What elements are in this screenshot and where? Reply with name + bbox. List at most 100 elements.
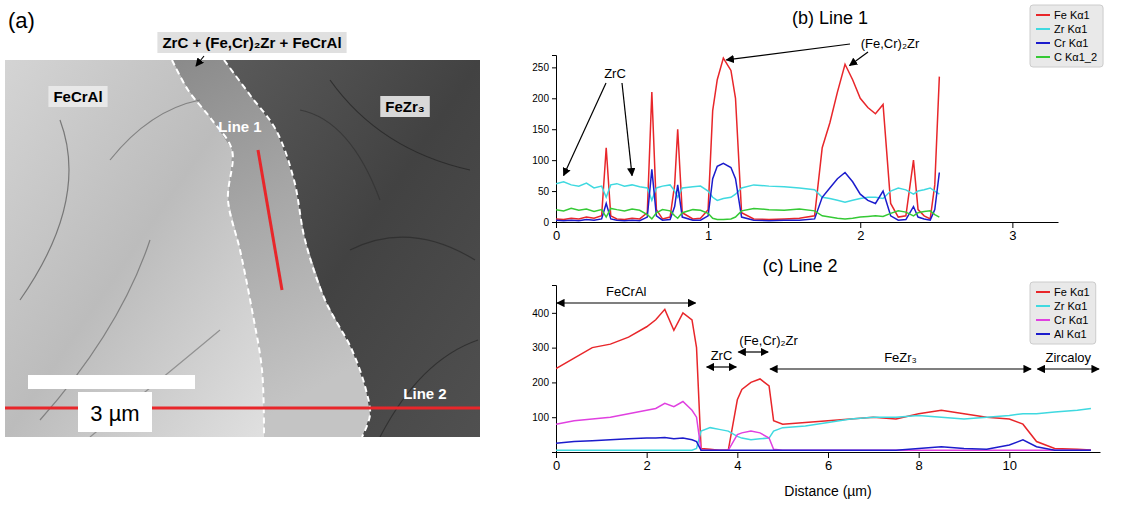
y-tick-mark <box>552 222 556 223</box>
y-tick-mark <box>552 348 556 349</box>
y-tick-mark <box>552 191 556 192</box>
annotation-range <box>738 351 768 352</box>
annotation: (Fe,Cr)₂Zr <box>861 36 920 51</box>
scale-label: 3 µm <box>90 401 139 426</box>
x-tick-mark <box>1012 222 1013 228</box>
chart-panel: 0246810100200300400(c) Line 2Distance (µ… <box>532 256 1100 499</box>
plot-area <box>556 309 1091 450</box>
x-tick-mark <box>919 452 920 458</box>
series-line <box>556 437 1091 450</box>
callout: ZrC + (Fe,Cr)₂Zr + FeCrAl <box>157 32 346 53</box>
annotation-arrow <box>622 83 632 176</box>
y-tick: 400 <box>532 308 556 319</box>
line-2-trace <box>5 407 480 410</box>
x-tick-mark <box>737 452 738 458</box>
legend-swatch <box>1036 305 1050 307</box>
region-label-text: FeZr₃ <box>385 98 425 115</box>
legend-swatch <box>1036 291 1050 293</box>
texture <box>380 340 478 437</box>
x-tick-label: 8 <box>916 458 923 473</box>
texture <box>110 100 200 160</box>
y-tick: 150 <box>532 124 556 135</box>
x-tick-label: 0 <box>553 228 560 243</box>
y-tick-mark <box>552 67 556 68</box>
series-line <box>556 208 939 219</box>
annotation-arrow <box>850 52 868 66</box>
legend-label: Al Kα1 <box>1054 328 1087 340</box>
scale-label-box <box>78 392 152 432</box>
legend-swatch <box>1036 42 1050 44</box>
y-tick-label: 200 <box>532 377 549 388</box>
y-tick-label: 150 <box>532 124 549 135</box>
chart-panel: 0123050100150200250(b) Line 1ZrC(Fe,Cr)₂… <box>532 5 1103 243</box>
y-tick: 300 <box>532 342 556 353</box>
y-tick-label: 100 <box>532 155 549 166</box>
series-line <box>556 409 1091 451</box>
legend: Fe Kα1Zr Kα1Cr Kα1C Kα1_2 <box>1030 5 1103 67</box>
texture <box>350 237 475 260</box>
x-tick: 0 <box>553 222 560 243</box>
line-label-text: Line 2 <box>403 385 446 402</box>
y-tick-mark <box>552 382 556 383</box>
y-axis: 100200300400 <box>532 286 556 453</box>
legend-label: Cr Kα1 <box>1054 37 1088 49</box>
region-label-box <box>48 86 107 107</box>
x-tick-label: 10 <box>1003 458 1017 473</box>
annotation: Zircaloy <box>1046 350 1092 365</box>
y-axis-line <box>552 286 557 453</box>
texture <box>20 120 69 300</box>
annotation: ZrC <box>711 348 733 363</box>
legend-label: Zr Kα1 <box>1054 23 1087 35</box>
panel-letter: (a) <box>8 8 35 33</box>
y-tick-label: 50 <box>538 186 550 197</box>
legend-swatch <box>1036 333 1050 335</box>
figure: 3 µm FeCrAl FeZr₃ Line 1 Line 2 ZrC + (Fe,Cr)… <box>0 0 1122 514</box>
x-tick-label: 1 <box>705 228 712 243</box>
x-tick: 2 <box>644 452 651 473</box>
line-label: Line 1 <box>218 118 261 135</box>
x-tick-mark <box>708 222 709 228</box>
y-tick-mark <box>552 129 556 130</box>
series-line <box>556 309 1091 450</box>
x-tick-label: 2 <box>857 228 864 243</box>
legend-label: Cr Kα1 <box>1054 314 1088 326</box>
line-1-trace <box>258 150 282 290</box>
legend-label: C Kα1_2 <box>1054 51 1097 63</box>
x-tick: 6 <box>825 452 832 473</box>
legend-swatch <box>1036 28 1050 30</box>
x-tick-mark <box>860 222 861 228</box>
x-tick-label: 6 <box>825 458 832 473</box>
legend-swatch <box>1036 319 1050 321</box>
scale-bar <box>28 375 195 389</box>
x-tick-mark <box>828 452 829 458</box>
x-tick: 8 <box>916 452 923 473</box>
legend-swatch <box>1036 14 1050 16</box>
y-tick-mark <box>552 417 556 418</box>
y-tick: 200 <box>532 377 556 388</box>
region-label-text: FeCrAl <box>53 88 102 105</box>
y-tick-label: 300 <box>532 342 549 353</box>
annotation-range <box>770 368 1031 369</box>
x-tick: 3 <box>1009 222 1016 243</box>
annotation: (Fe,Cr)₂Zr <box>739 333 798 348</box>
annotation-range <box>1038 368 1099 369</box>
x-tick-mark <box>647 452 648 458</box>
x-tick-label: 2 <box>644 458 651 473</box>
x-tick: 1 <box>705 222 712 243</box>
y-axis: 050100150200250 <box>532 56 556 228</box>
callout-pointer <box>196 56 204 66</box>
x-axis: 0 1 2 3 <box>553 222 1059 243</box>
y-tick-label: 0 <box>543 217 549 228</box>
x-tick-label: 0 <box>553 458 560 473</box>
x-tick-label: 4 <box>734 458 741 473</box>
x-tick-mark <box>1009 452 1010 458</box>
boundary <box>224 60 370 437</box>
annotation: ZrC <box>604 66 626 81</box>
annotation: FeCrAl <box>606 284 647 299</box>
series-line <box>556 163 939 221</box>
y-tick: 50 <box>538 186 556 197</box>
y-tick: 0 <box>543 217 556 228</box>
region-label: FeZr₃ <box>380 96 430 117</box>
texture <box>330 80 470 170</box>
legend: Fe Kα1Zr Kα1Cr Kα1Al Kα1 <box>1030 282 1096 344</box>
